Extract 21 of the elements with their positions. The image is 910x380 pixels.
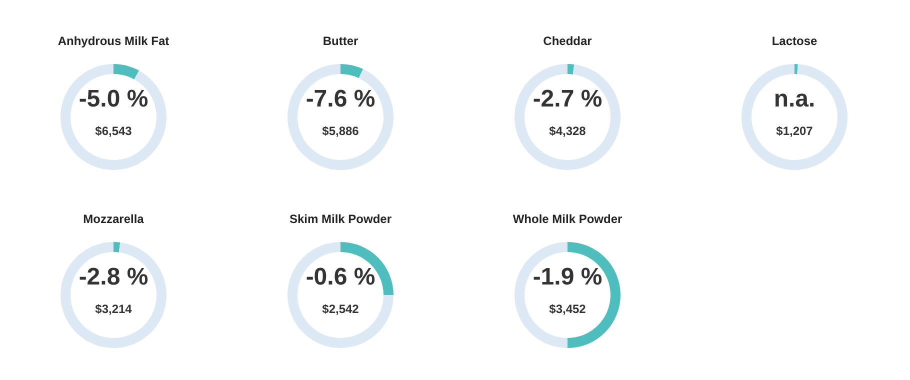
text: -0.6 % (306, 264, 376, 290)
text: $2,542 (322, 302, 360, 316)
text: $1,207 (776, 124, 814, 138)
text: -1.9 % (532, 264, 602, 290)
text: -5.0 % (78, 86, 148, 112)
chart-title: Anhydrous Milk Fat (58, 34, 170, 48)
text: $3,214 (95, 302, 132, 316)
text: -2.8 % (78, 264, 148, 290)
text: -2.7 % (532, 86, 602, 112)
chart-title: Mozzarella (83, 212, 144, 226)
chart-title: Whole Milk Powder (512, 212, 622, 226)
text: $3,452 (549, 302, 586, 316)
chart-title: Skim Milk Powder (289, 212, 392, 226)
text: $4,328 (549, 124, 586, 138)
chart-title: Cheddar (543, 34, 592, 48)
text: $5,886 (322, 124, 360, 138)
text: n.a. (774, 86, 816, 112)
text: $6,543 (95, 124, 132, 138)
text: -7.6 % (306, 86, 376, 112)
chart-title: Lactose (772, 34, 818, 48)
chart-title: Butter (322, 34, 358, 48)
